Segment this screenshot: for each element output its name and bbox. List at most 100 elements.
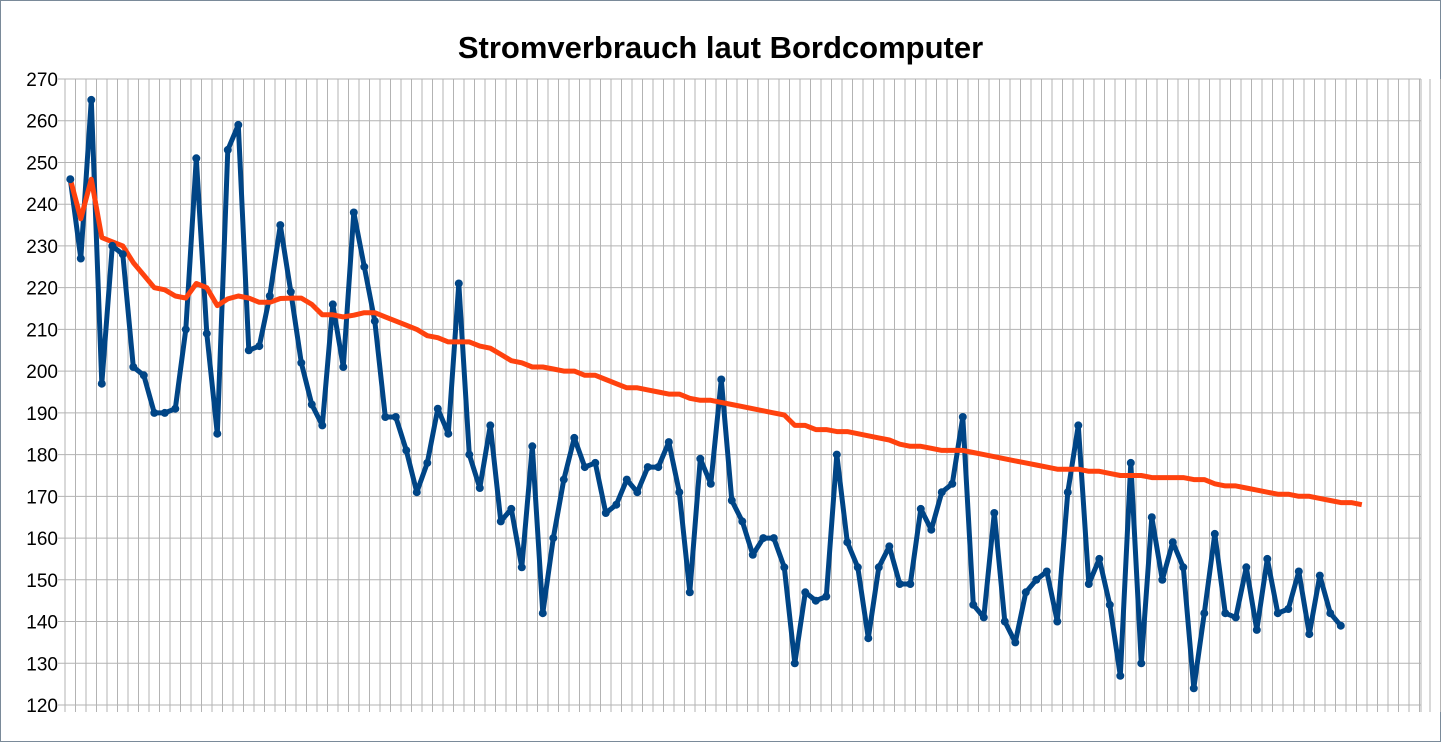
series-1-point: [276, 221, 285, 230]
series-1-point: [1074, 421, 1083, 430]
series-1-point: [664, 438, 673, 447]
series-1-point: [391, 413, 400, 421]
series-1-point: [643, 463, 652, 472]
series-points: [66, 95, 1345, 693]
y-tick-label: 210: [26, 320, 58, 341]
series-1-point: [927, 525, 936, 534]
series-1-point: [66, 175, 75, 184]
series-1-point: [454, 279, 463, 288]
series-1-point: [475, 484, 484, 492]
series-1-point: [738, 517, 747, 526]
series-1-point: [1021, 588, 1030, 597]
series-1-point: [1000, 617, 1009, 626]
series-1-point: [822, 592, 831, 601]
series-1-point: [916, 504, 925, 513]
series-1-point: [465, 450, 474, 459]
series-1-point: [1210, 529, 1219, 538]
series-1-point: [769, 534, 778, 543]
chart-title: Stromverbrauch laut Bordcomputer: [457, 30, 984, 65]
series-1-point: [1011, 638, 1020, 647]
y-tick-label: 220: [26, 279, 58, 300]
series-1-point: [370, 317, 379, 326]
y-tick-label: 240: [26, 195, 58, 216]
series-1-point: [297, 358, 306, 367]
series-1-point: [108, 241, 117, 250]
series-1-point: [843, 538, 852, 547]
series-1-point: [1137, 659, 1146, 668]
series-1-line: [67, 97, 1343, 691]
series-1-point: [1284, 605, 1293, 613]
series-1-point: [580, 463, 589, 472]
series-1-point: [717, 375, 726, 384]
series-1-point: [979, 613, 988, 622]
series-1-point: [307, 400, 316, 409]
series-1-point: [244, 346, 253, 355]
series-1-point: [706, 479, 715, 488]
series-lines: [67, 97, 1363, 691]
series-1-point: [129, 363, 138, 371]
y-tick-label: 270: [26, 70, 58, 91]
y-tick-label: 190: [26, 404, 58, 425]
series-1-point: [360, 262, 369, 271]
series-1-point: [286, 287, 295, 296]
series-1-point: [1179, 563, 1188, 572]
series-1-point: [864, 634, 873, 643]
series-1-point: [328, 300, 337, 309]
series-1-point: [937, 488, 946, 497]
series-1-point: [780, 563, 789, 572]
series-1-point: [1231, 613, 1240, 622]
series-1-point: [1168, 538, 1177, 547]
series-1-point: [969, 600, 978, 609]
series-1-point: [150, 408, 159, 417]
series-1-point: [622, 475, 631, 484]
series-1-point: [895, 580, 904, 588]
series-1-point: [1053, 617, 1062, 626]
series-1-point: [507, 504, 516, 513]
series-1-point: [801, 588, 810, 597]
series-1-point: [748, 550, 757, 559]
series-1-point: [517, 563, 526, 572]
series-1-point: [538, 609, 547, 618]
series-1-point: [1105, 600, 1114, 609]
series-1-point: [874, 563, 883, 572]
series-1-point: [906, 580, 915, 588]
series-1-point: [192, 154, 201, 163]
series-1-point: [118, 250, 127, 259]
series-1-point: [496, 517, 505, 526]
series-1-point: [990, 509, 999, 517]
series-1-point: [528, 442, 537, 451]
series-1-point: [654, 463, 663, 472]
series-1-point: [1032, 575, 1041, 584]
series-1-point: [181, 325, 190, 334]
series-1-point: [412, 488, 421, 497]
series-1-point: [1273, 609, 1282, 618]
y-axis-ticks: 120 130 140 150 160 170 180 190 200 210 220 230 240 2…: [26, 70, 58, 717]
series-1-point: [349, 208, 358, 217]
series-1-point: [202, 329, 211, 338]
series-1-point: [1189, 684, 1198, 693]
y-tick-label: 200: [26, 362, 58, 383]
series-1-point: [1336, 621, 1345, 630]
series-1-point: [423, 458, 432, 467]
series-1-point: [685, 588, 694, 597]
series-1-point: [612, 500, 621, 509]
series-1-point: [444, 429, 453, 438]
series-1-point: [1116, 671, 1125, 680]
series-1-point: [1252, 625, 1261, 634]
series-1-point: [1326, 609, 1335, 618]
series-1-point: [633, 488, 642, 497]
series-1-point: [696, 454, 705, 463]
series-1-point: [1126, 458, 1135, 467]
series-1-point: [1084, 580, 1093, 588]
y-tick-label: 260: [26, 112, 58, 133]
series-1-point: [255, 342, 264, 351]
series-2-line: [67, 176, 1363, 508]
series-1-point: [76, 254, 85, 263]
series-1-point: [1294, 567, 1303, 576]
y-tick-label: 250: [26, 153, 58, 174]
series-1-point: [97, 379, 106, 388]
series-1-point: [1242, 563, 1251, 572]
series-1-point: [1315, 571, 1324, 580]
series-1-point: [832, 450, 841, 459]
